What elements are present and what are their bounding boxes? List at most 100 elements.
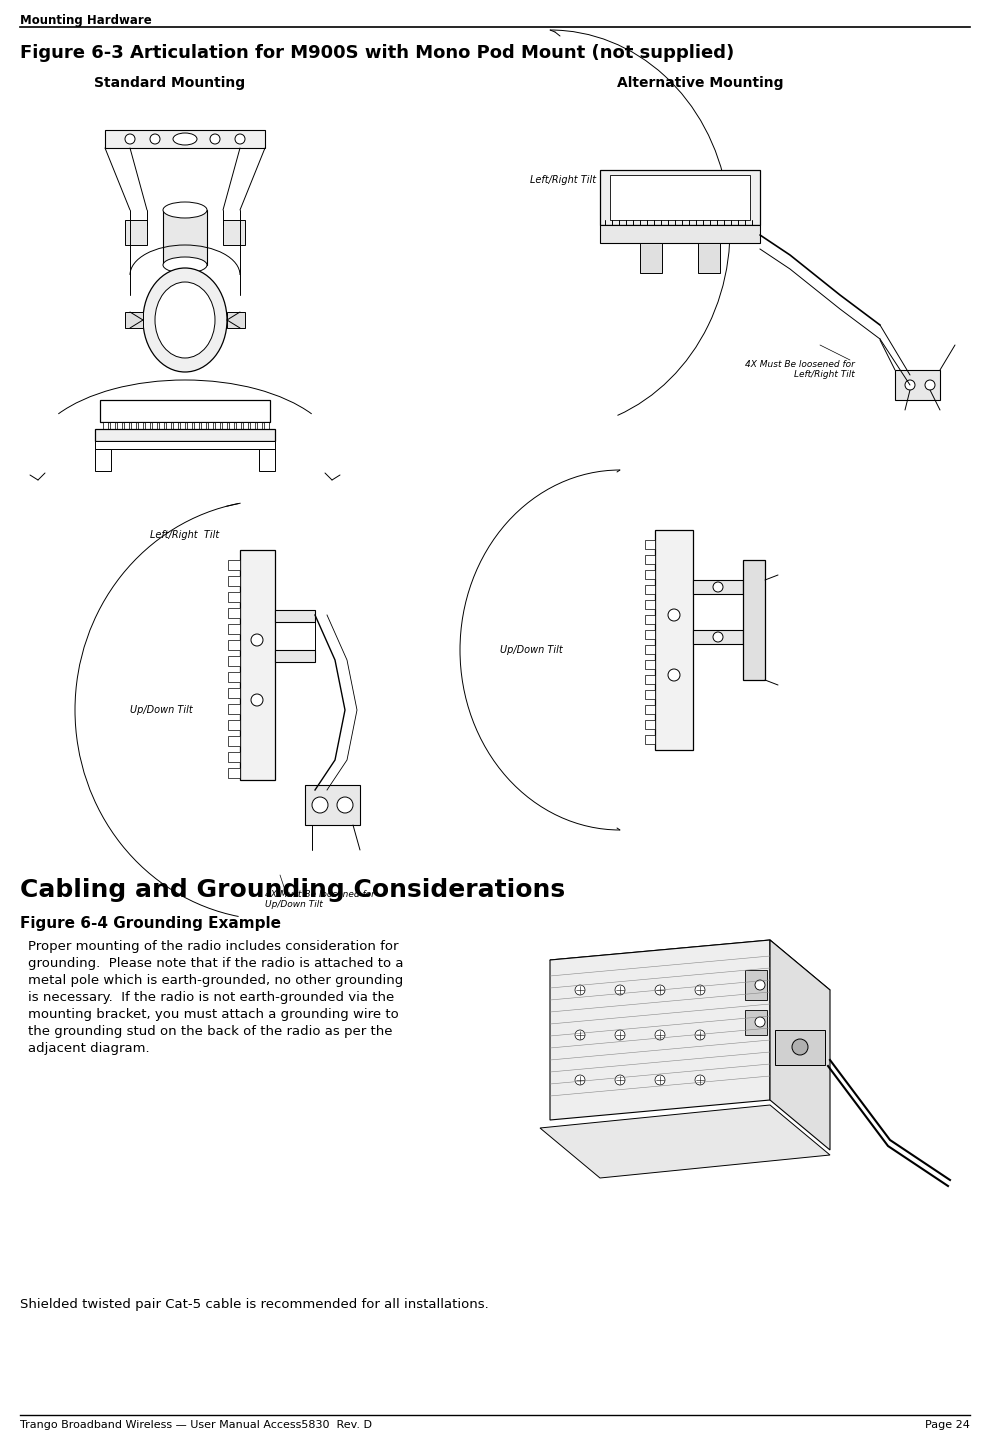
Text: 4X Must Be loosened for
Up/Down Tilt: 4X Must Be loosened for Up/Down Tilt (265, 890, 375, 910)
Bar (259, 449, 275, 471)
Circle shape (792, 1040, 808, 1056)
Circle shape (755, 981, 765, 991)
Bar (194, 422, 199, 429)
Bar (645, 734, 655, 744)
Bar (257, 422, 262, 429)
Circle shape (180, 134, 190, 144)
Circle shape (615, 1076, 625, 1084)
Circle shape (713, 582, 723, 592)
Circle shape (695, 1076, 705, 1084)
Bar (655, 530, 693, 750)
Bar (645, 660, 655, 670)
Bar (600, 170, 760, 225)
Bar (645, 570, 655, 579)
Bar (645, 720, 655, 729)
Bar (95, 441, 275, 449)
Bar (228, 768, 240, 778)
Bar (227, 312, 245, 328)
Circle shape (575, 1030, 585, 1040)
Bar (640, 243, 662, 274)
Bar (201, 422, 206, 429)
Bar (173, 422, 178, 429)
Bar (693, 631, 743, 644)
Bar (264, 422, 269, 429)
Bar (187, 422, 192, 429)
Circle shape (655, 1030, 665, 1040)
Bar (693, 580, 743, 593)
Text: Alternative Mounting: Alternative Mounting (617, 76, 783, 89)
Polygon shape (540, 1104, 830, 1178)
Bar (159, 422, 164, 429)
Circle shape (655, 985, 665, 995)
Bar (228, 672, 240, 683)
Bar (895, 370, 940, 400)
Text: Up/Down Tilt: Up/Down Tilt (130, 706, 193, 716)
Ellipse shape (163, 202, 207, 217)
Circle shape (713, 632, 723, 642)
Circle shape (925, 380, 935, 390)
Bar (208, 422, 213, 429)
Bar (228, 688, 240, 698)
Bar (645, 706, 655, 714)
Text: is necessary.  If the radio is not earth-grounded via the: is necessary. If the radio is not earth-… (28, 991, 394, 1004)
Circle shape (668, 609, 680, 621)
Bar (775, 1030, 825, 1066)
Bar (745, 971, 767, 999)
Circle shape (615, 1030, 625, 1040)
Bar (228, 624, 240, 634)
Circle shape (251, 634, 263, 647)
Bar (95, 449, 111, 471)
Circle shape (695, 1030, 705, 1040)
Text: Proper mounting of the radio includes consideration for: Proper mounting of the radio includes co… (28, 940, 399, 953)
Bar (103, 422, 108, 429)
Text: Left/Right  Tilt: Left/Right Tilt (150, 530, 220, 540)
Bar (645, 675, 655, 684)
Bar (645, 690, 655, 698)
Bar (166, 422, 171, 429)
Bar (745, 1009, 767, 1035)
Bar (275, 649, 315, 662)
Bar (250, 422, 255, 429)
Text: 4X Must Be loosened for
Left/Right Tilt: 4X Must Be loosened for Left/Right Tilt (745, 360, 855, 379)
Bar (236, 422, 241, 429)
Bar (125, 220, 147, 245)
Bar (222, 422, 227, 429)
Circle shape (905, 380, 915, 390)
Bar (743, 560, 765, 680)
Bar (138, 422, 143, 429)
Bar (240, 550, 275, 780)
Bar (645, 554, 655, 564)
Bar (95, 429, 275, 441)
Bar (124, 422, 129, 429)
Bar (645, 540, 655, 549)
Circle shape (312, 796, 328, 814)
Bar (131, 422, 136, 429)
Ellipse shape (143, 268, 227, 372)
Text: metal pole which is earth-grounded, no other grounding: metal pole which is earth-grounded, no o… (28, 973, 403, 986)
Bar (110, 422, 115, 429)
Bar (645, 645, 655, 654)
Bar (600, 225, 760, 243)
Circle shape (575, 1076, 585, 1084)
Bar (228, 736, 240, 746)
Polygon shape (550, 940, 770, 1120)
Circle shape (755, 1017, 765, 1027)
Text: Trango Broadband Wireless — User Manual Access5830  Rev. D: Trango Broadband Wireless — User Manual … (20, 1420, 372, 1430)
Bar (215, 422, 220, 429)
Bar (229, 422, 234, 429)
Text: the grounding stud on the back of the radio as per the: the grounding stud on the back of the ra… (28, 1025, 392, 1038)
Bar (223, 220, 245, 245)
Circle shape (337, 796, 353, 814)
Bar (645, 631, 655, 639)
Circle shape (668, 670, 680, 681)
Ellipse shape (173, 132, 197, 145)
Circle shape (125, 134, 135, 144)
Bar (228, 657, 240, 665)
Text: Cabling and Grounding Considerations: Cabling and Grounding Considerations (20, 878, 565, 901)
Bar (243, 422, 248, 429)
Text: mounting bracket, you must attach a grounding wire to: mounting bracket, you must attach a grou… (28, 1008, 399, 1021)
Bar (145, 422, 150, 429)
Bar (125, 312, 143, 328)
Bar (228, 752, 240, 762)
Bar (610, 176, 750, 220)
